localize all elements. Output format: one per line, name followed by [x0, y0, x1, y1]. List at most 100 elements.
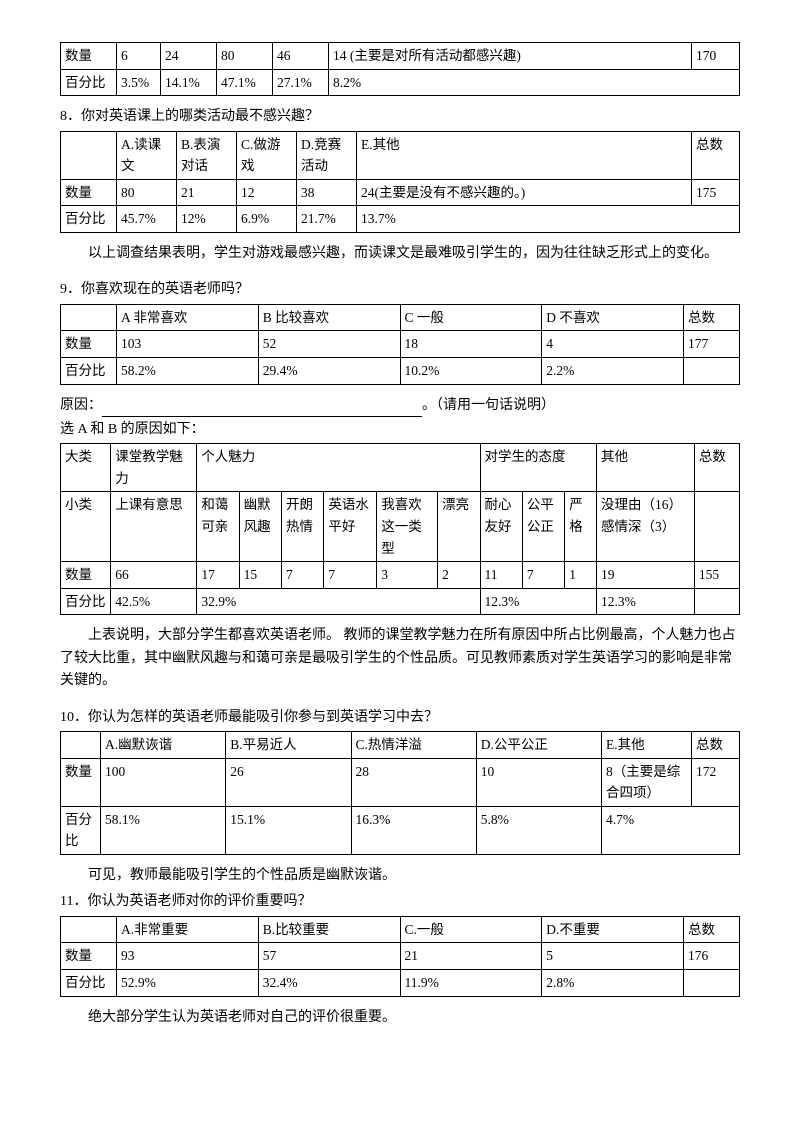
cell: 14.1% [161, 69, 217, 96]
cell: 英语水平好 [324, 492, 377, 562]
cell: 没理由（16）感情深（3） [596, 492, 694, 562]
cell: 6.9% [237, 206, 297, 233]
cell: 百分比 [61, 969, 117, 996]
cell: 57 [258, 943, 400, 970]
cell: 1 [565, 562, 597, 589]
cell: 155 [694, 562, 739, 589]
cell: 3.5% [117, 69, 161, 96]
cell: 公平公正 [522, 492, 564, 562]
cell: 29.4% [258, 357, 400, 384]
cell: 58.2% [117, 357, 259, 384]
table-row: 数量 93 57 21 5 176 [61, 943, 740, 970]
cell [61, 131, 117, 179]
cell: 2.8% [542, 969, 684, 996]
cell: 10.2% [400, 357, 542, 384]
cell: 21.7% [297, 206, 357, 233]
reason-blank[interactable] [102, 402, 422, 417]
table-7-tail: 数量 6 24 80 46 14 (主要是对所有活动都感兴趣) 170 百分比 … [60, 42, 740, 96]
cell: 93 [117, 943, 259, 970]
cell: 总数 [692, 131, 740, 179]
cell: 24 [161, 43, 217, 70]
cell: 2.2% [542, 357, 684, 384]
cell: 数量 [61, 43, 117, 70]
cell: A.幽默诙谐 [101, 732, 226, 759]
cell: 和蔼可亲 [197, 492, 239, 562]
cell: A 非常喜欢 [117, 304, 259, 331]
cell: 45.7% [117, 206, 177, 233]
table-row: A.非常重要 B.比较重要 C.一般 D.不重要 总数 [61, 916, 740, 943]
cell: 42.5% [111, 588, 197, 615]
cell: 28 [351, 758, 476, 806]
cell: 18 [400, 331, 542, 358]
cell [684, 357, 740, 384]
table-row: 数量 6 24 80 46 14 (主要是对所有活动都感兴趣) 170 [61, 43, 740, 70]
cell: 177 [684, 331, 740, 358]
cell: 13.7% [357, 206, 740, 233]
table-row: 数量 100 26 28 10 8（主要是综合四项） 172 [61, 758, 740, 806]
cell: 26 [226, 758, 351, 806]
cell: A.非常重要 [117, 916, 259, 943]
cell [694, 588, 739, 615]
cell: 11.9% [400, 969, 542, 996]
table-row: 数量 66 17 15 7 7 3 2 11 7 1 19 155 [61, 562, 740, 589]
q9-title: 9．你喜欢现在的英语老师吗？ [60, 279, 740, 301]
cell: 46 [273, 43, 329, 70]
cell: 8.2% [329, 69, 740, 96]
cell: 总数 [692, 732, 740, 759]
table-row: 百分比 42.5% 32.9% 12.3% 12.3% [61, 588, 740, 615]
cell: 15 [239, 562, 281, 589]
cell [684, 969, 740, 996]
cell: 其他 [596, 444, 694, 492]
cell: 176 [684, 943, 740, 970]
cell: 数量 [61, 179, 117, 206]
cell: 66 [111, 562, 197, 589]
cell: 10 [476, 758, 601, 806]
cell: E.其他 [602, 732, 692, 759]
cell: 2 [438, 562, 480, 589]
cell: 严格 [565, 492, 597, 562]
cell: 21 [177, 179, 237, 206]
table-row: 百分比 3.5% 14.1% 47.1% 27.1% 8.2% [61, 69, 740, 96]
table-row: 百分比 45.7% 12% 6.9% 21.7% 13.7% [61, 206, 740, 233]
cell: 个人魅力 [197, 444, 480, 492]
cell: C.一般 [400, 916, 542, 943]
table-q8: A.读课文 B.表演对话 C.做游戏 D.竞赛活动 E.其他 总数 数量 80 … [60, 131, 740, 233]
cell: 11 [480, 562, 522, 589]
cell: 3 [377, 562, 438, 589]
cell: 17 [197, 562, 239, 589]
cell: 5 [542, 943, 684, 970]
table-q9: A 非常喜欢 B 比较喜欢 C 一般 D 不喜欢 总数 数量 103 52 18… [60, 304, 740, 385]
q9-summary: 上表说明，大部分学生都喜欢英语老师。 教师的课堂教学魅力在所有原因中所占比例最高… [60, 625, 740, 692]
cell: B 比较喜欢 [258, 304, 400, 331]
cell: 15.1% [226, 806, 351, 854]
cell: C.热情洋溢 [351, 732, 476, 759]
cell: C 一般 [400, 304, 542, 331]
cell: 数量 [61, 943, 117, 970]
cell: E.其他 [357, 131, 692, 179]
cell: 总数 [694, 444, 739, 492]
q9-reason-line: 原因：。（请用一句话说明） [60, 395, 740, 417]
cell: 52 [258, 331, 400, 358]
cell [61, 304, 117, 331]
table-row: A.幽默诙谐 B.平易近人 C.热情洋溢 D.公平公正 E.其他 总数 [61, 732, 740, 759]
cell: D.不重要 [542, 916, 684, 943]
table-row: 小类 上课有意思 和蔼可亲 幽默风趣 开朗热情 英语水平好 我喜欢这一类型 漂亮… [61, 492, 740, 562]
q8-title: 8．你对英语课上的哪类活动最不感兴趣？ [60, 106, 740, 128]
cell: 开朗热情 [282, 492, 324, 562]
cell: 百分比 [61, 206, 117, 233]
cell: 7 [324, 562, 377, 589]
cell: 百分比 [61, 806, 101, 854]
table-row: 大类 课堂教学魅力 个人魅力 对学生的态度 其他 总数 [61, 444, 740, 492]
cell [61, 732, 101, 759]
table-q9-reasons: 大类 课堂教学魅力 个人魅力 对学生的态度 其他 总数 小类 上课有意思 和蔼可… [60, 443, 740, 615]
cell: 100 [101, 758, 226, 806]
cell [61, 916, 117, 943]
cell: 175 [692, 179, 740, 206]
cell: 38 [297, 179, 357, 206]
cell [694, 492, 739, 562]
cell: 16.3% [351, 806, 476, 854]
cell: 103 [117, 331, 259, 358]
table-row: A.读课文 B.表演对话 C.做游戏 D.竞赛活动 E.其他 总数 [61, 131, 740, 179]
cell: 47.1% [217, 69, 273, 96]
cell: B.平易近人 [226, 732, 351, 759]
